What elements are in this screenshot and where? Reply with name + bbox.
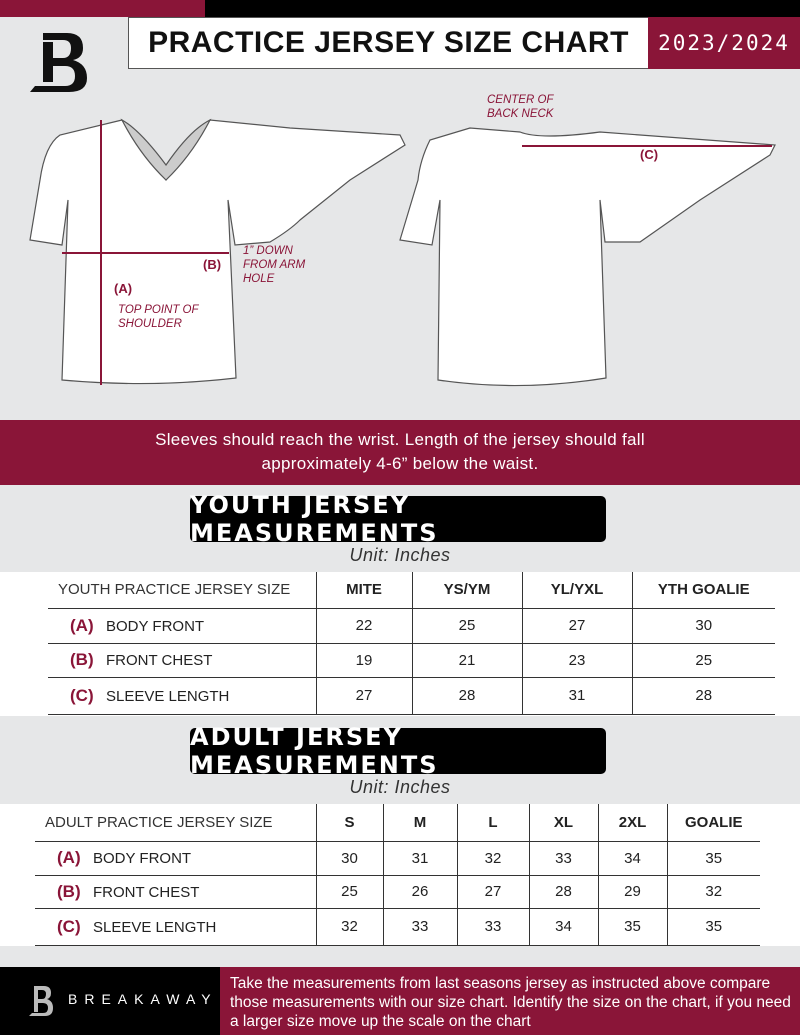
top-black-bar — [205, 0, 800, 17]
youth-section-title: YOUTH JERSEY MEASUREMENTS — [190, 491, 606, 547]
table-header-row: ADULT PRACTICE JERSEY SIZE S M L XL 2XL GOALIE — [35, 804, 760, 842]
adult-size-table: ADULT PRACTICE JERSEY SIZE S M L XL 2XL GOALIE… — [35, 804, 760, 946]
logo-icon — [30, 33, 87, 92]
label-a: (A) — [114, 281, 133, 296]
table-row: (C) SLEEVE LENGTH 32 33 33 34 35 35 — [35, 908, 760, 946]
label-b: (B) — [203, 257, 222, 272]
table-header-row: YOUTH PRACTICE JERSEY SIZE MITE YS/YM YL/YX… — [48, 572, 775, 609]
adult-unit: Unit: Inches — [349, 777, 451, 797]
footer-instructions: Take the measurements from last seasons … — [220, 967, 800, 1035]
brand-name: BREAKAWAY — [68, 991, 218, 1007]
arm-hole-annotation: 1” DOWN FROM ARM HOLE — [243, 245, 306, 285]
table-row: (A) BODY FRONT 22 25 27 30 — [48, 608, 775, 644]
footer-brand: BREAKAWAY — [0, 967, 220, 1035]
youth-unit: Unit: Inches — [349, 545, 451, 565]
top-accent-bar — [0, 0, 205, 17]
label-c: (C) — [640, 147, 659, 162]
adult-section-title: ADULT JERSEY MEASUREMENTS — [190, 723, 606, 779]
season-label: 2023/2024 — [648, 17, 800, 69]
instruction-line-1: Sleeves should reach the wrist. Length o… — [155, 430, 645, 449]
youth-size-table: YOUTH PRACTICE JERSEY SIZE MITE YS/YM YL/YX… — [48, 572, 775, 715]
page-title: PRACTICE JERSEY SIZE CHART — [128, 17, 648, 69]
table-row: (B) FRONT CHEST 25 26 27 28 29 32 — [35, 875, 760, 909]
jersey-diagram — [29, 118, 776, 387]
back-neck-annotation: CENTER OF BACK NECK — [487, 94, 554, 120]
top-point-annotation: TOP POINT OF SHOULDER — [118, 304, 199, 330]
table-row: (B) FRONT CHEST 19 21 23 25 — [48, 643, 775, 678]
table-row: (A) BODY FRONT 30 31 32 33 34 35 — [35, 841, 760, 876]
instruction-band: Sleeves should reach the wrist. Length o… — [0, 420, 800, 485]
table-row: (C) SLEEVE LENGTH 27 28 31 28 — [48, 677, 775, 715]
instruction-line-2: approximately 4-6” below the waist. — [261, 454, 539, 473]
breakaway-logo-icon — [29, 986, 53, 1016]
